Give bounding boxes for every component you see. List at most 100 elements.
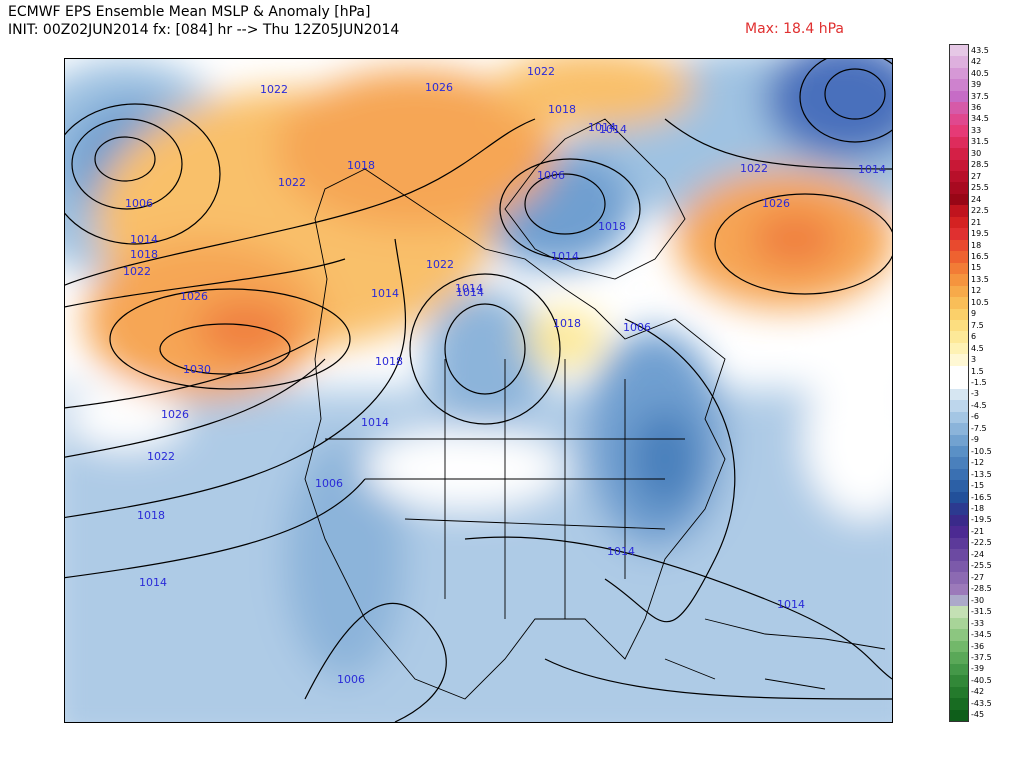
color-scale-cell: [950, 434, 968, 447]
color-scale-cell: [950, 549, 968, 562]
color-scale-label: -37.5: [971, 652, 992, 662]
color-scale-label: 7.5: [971, 320, 984, 330]
color-scale-cell: [950, 446, 968, 458]
pressure-label: 1014: [139, 576, 167, 589]
color-scale-label: -6: [971, 412, 979, 422]
pressure-label: 1006: [623, 321, 651, 334]
pressure-label: 1022: [740, 162, 768, 175]
color-scale-label: 43.5: [971, 45, 989, 55]
color-scale-cell: [950, 193, 968, 206]
color-scale-label: -30: [971, 595, 985, 605]
color-scale-label: -45: [971, 710, 985, 720]
color-scale-cell: [950, 675, 968, 688]
pressure-label: 1006: [537, 169, 565, 182]
pressure-label: 1014: [371, 287, 399, 300]
max-value-label: Max: 18.4 hPa: [745, 21, 844, 37]
color-scale-label: -24: [971, 549, 985, 559]
color-scale-cell: [950, 285, 968, 298]
color-scale-label: 9: [971, 309, 977, 319]
color-scale-label: -42: [971, 687, 985, 697]
color-scale-cell: [950, 698, 968, 711]
pressure-label: 1006: [315, 477, 343, 490]
color-scale-label: 37.5: [971, 91, 989, 101]
color-scale-label: 34.5: [971, 114, 989, 124]
pressure-label: 1014: [551, 250, 579, 263]
color-scale-cell: [950, 216, 968, 229]
color-scale-cell: [950, 262, 968, 275]
pressure-label: 1014: [588, 121, 616, 134]
color-scale-label: 4.5: [971, 343, 984, 353]
color-scale-label: -36: [971, 641, 985, 651]
color-scale-label: 21: [971, 217, 982, 227]
color-scale-label: -12: [971, 458, 985, 468]
color-scale-label: 25.5: [971, 183, 989, 193]
title-line-2: INIT: 00Z02JUN2014 fx: [084] hr --> Thu …: [8, 22, 400, 38]
color-scale-cell: [950, 572, 968, 584]
color-scale-label: 16.5: [971, 251, 989, 261]
color-scale-cell: [950, 526, 968, 539]
color-scale-cell: [950, 90, 968, 103]
color-scale-cell: [950, 148, 968, 161]
color-scale-cell: [950, 205, 968, 218]
color-scale-cell: [950, 365, 968, 378]
color-scale-label: 13.5: [971, 274, 989, 284]
color-scale-cell: [950, 629, 968, 642]
color-scale-cell: [950, 400, 968, 413]
color-scale-label: -22.5: [971, 538, 992, 548]
color-scale-cell: [950, 652, 968, 665]
color-scale-cell: [950, 709, 968, 722]
color-scale-cell: [950, 125, 968, 138]
color-scale-label: -1.5: [971, 378, 987, 387]
color-scale-label: -13.5: [971, 469, 992, 479]
color-scale-cell: [950, 686, 968, 699]
color-scale-label: 33: [971, 125, 982, 135]
color-scale-label: -33: [971, 618, 985, 628]
color-scale-cell: [950, 537, 968, 550]
pressure-label: 1018: [553, 317, 581, 330]
color-scale-cell: [950, 411, 968, 424]
title-line-1: ECMWF EPS Ensemble Mean MSLP & Anomaly […: [8, 4, 371, 20]
color-scale-label: 27: [971, 171, 982, 181]
color-scale-label: 22.5: [971, 206, 989, 216]
color-scale-cell: [950, 491, 968, 504]
color-scale-cell: [950, 388, 968, 401]
color-scale-label: 12: [971, 286, 982, 296]
color-scale-label: -28.5: [971, 584, 992, 594]
pressure-label: 1030: [183, 363, 211, 376]
color-scale-label: -19.5: [971, 515, 992, 525]
color-scale-cell: [950, 113, 968, 126]
color-scale-label: 3: [971, 355, 977, 365]
color-scale-label: -16.5: [971, 492, 992, 502]
color-scale-cell: [950, 480, 968, 493]
isobar-lines: [65, 59, 892, 722]
color-scale-label: -21: [971, 526, 985, 536]
color-scale-label: 18: [971, 240, 982, 250]
color-scale-cell: [950, 342, 968, 355]
pressure-label: 1014: [599, 123, 627, 136]
color-scale-label: 31.5: [971, 137, 989, 147]
pressure-label: 1022: [147, 450, 175, 463]
color-scale-cell: [950, 182, 968, 195]
mslp-anomaly-map: 1022 1026 1022 1018 1018 1014 1006 1014 …: [64, 58, 893, 723]
pressure-label: 1026: [161, 408, 189, 421]
color-scale-cell: [950, 136, 968, 149]
color-scale-cell: [950, 468, 968, 481]
color-scale-label: -15: [971, 481, 985, 491]
pressure-label: 1026: [425, 81, 453, 94]
color-scale-label: -3: [971, 389, 979, 399]
pressure-label: 1022: [278, 176, 306, 189]
color-scale-label: 42: [971, 57, 982, 67]
pressure-label: 1014: [455, 282, 483, 295]
color-scale-label: 1.5: [971, 366, 984, 376]
color-scale-cell: [950, 583, 968, 596]
color-scale-label: 36: [971, 103, 982, 113]
color-scale-cell: [950, 45, 968, 57]
color-scale-cell: [950, 251, 968, 264]
color-scale-cell: [950, 102, 968, 115]
pressure-label: 1006: [125, 197, 153, 210]
pressure-label: 1022: [260, 83, 288, 96]
pressure-label: 1018: [375, 355, 403, 368]
color-scale-cell: [950, 594, 968, 607]
pressure-label: 1018: [137, 509, 165, 522]
anomaly-color-scale: [949, 44, 969, 722]
